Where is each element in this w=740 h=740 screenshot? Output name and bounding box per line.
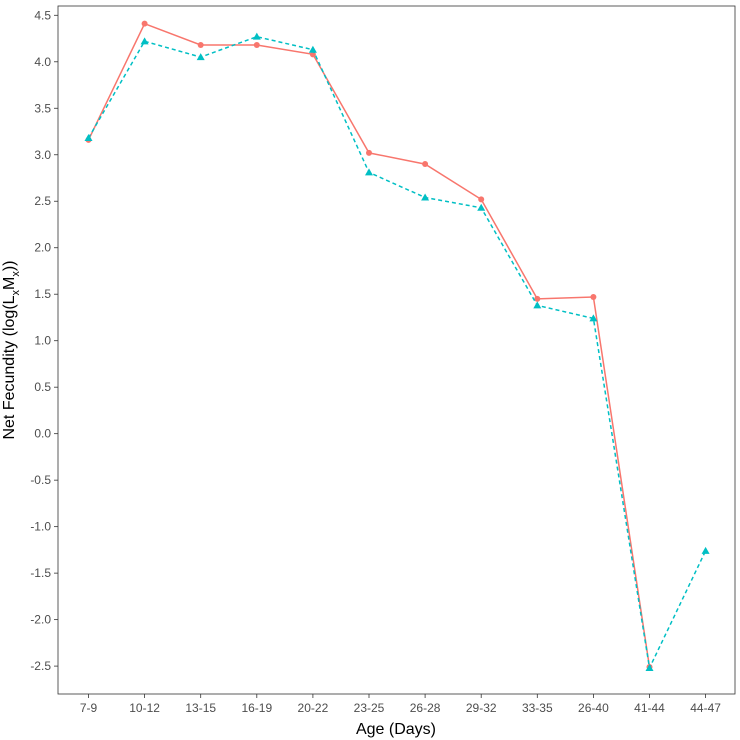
y-tick-label: 4.0 xyxy=(34,55,51,69)
y-tick-label: -1.0 xyxy=(30,520,51,534)
series-2-point xyxy=(196,53,205,61)
y-axis-title-mid: M xyxy=(1,277,18,290)
y-axis-title-subscript-2: x xyxy=(10,271,22,277)
x-tick-label: 26-28 xyxy=(410,701,441,715)
series-1-point xyxy=(534,295,541,302)
y-tick-label: 0.0 xyxy=(34,427,51,441)
y-tick-label: 3.0 xyxy=(34,148,51,162)
y-tick-label: 2.0 xyxy=(34,241,51,255)
y-tick-label: 1.0 xyxy=(34,334,51,348)
x-axis-title: Age (Days) xyxy=(356,721,436,738)
x-tick-label: 44-47 xyxy=(690,701,721,715)
x-tick-label: 16-19 xyxy=(241,701,272,715)
y-tick-label: 0.5 xyxy=(34,380,51,394)
series-2 xyxy=(84,32,710,671)
y-tick-label: -2.0 xyxy=(30,613,51,627)
series-2-point xyxy=(533,301,542,309)
series-2-point xyxy=(589,314,598,322)
series-1-point xyxy=(590,294,597,301)
y-tick-label: 4.5 xyxy=(34,8,51,22)
series-2-point xyxy=(140,37,149,45)
series-1-point xyxy=(366,149,372,156)
series-1-point xyxy=(197,42,204,49)
x-tick-label: 26-40 xyxy=(578,701,609,715)
y-tick-label: 3.5 xyxy=(34,101,51,115)
series-1-point xyxy=(478,196,485,203)
series-2-point xyxy=(84,134,93,142)
x-tick-label: 23-25 xyxy=(354,701,385,715)
series-2-point xyxy=(365,168,373,176)
x-tick-label: 41-44 xyxy=(634,701,665,715)
series-2-point xyxy=(477,203,486,211)
series-layer xyxy=(84,20,710,671)
series-2-point xyxy=(308,45,317,53)
y-axis-title: Net Fecundity (log(LxMx)) xyxy=(1,260,22,439)
x-tick-label: 7-9 xyxy=(80,701,98,715)
x-tick-label: 13-15 xyxy=(185,701,216,715)
y-tick-label: -2.5 xyxy=(30,659,51,673)
y-axis-title-suffix: )) xyxy=(1,260,18,271)
x-tick-label: 29-32 xyxy=(466,701,497,715)
y-tick-label: 1.5 xyxy=(34,287,51,301)
y-tick-label: 2.5 xyxy=(34,194,51,208)
series-2-point xyxy=(701,546,710,554)
y-tick-label: -0.5 xyxy=(30,473,51,487)
series-2-point xyxy=(645,663,654,671)
series-1-point xyxy=(253,42,260,49)
plot-panel xyxy=(57,5,736,695)
series-1-point xyxy=(141,20,148,27)
axis-ticks: 4.5 4.0 3.5 3.0 2.5 2.0 1.5 1.0 0.5 0.0 -0.5 -1.0 -1… xyxy=(30,8,721,715)
series-2-point xyxy=(252,32,261,40)
series-1-point xyxy=(422,161,429,168)
y-axis-title-subscript-1: x xyxy=(10,289,22,295)
x-tick-label: 33-35 xyxy=(522,701,553,715)
x-tick-label: 20-22 xyxy=(298,701,329,715)
series-2-point xyxy=(421,193,430,201)
x-tick-label: 10-12 xyxy=(129,701,160,715)
y-axis-title-prefix: Net Fecundity (log(L xyxy=(1,295,18,439)
y-tick-label: -1.5 xyxy=(30,566,51,580)
